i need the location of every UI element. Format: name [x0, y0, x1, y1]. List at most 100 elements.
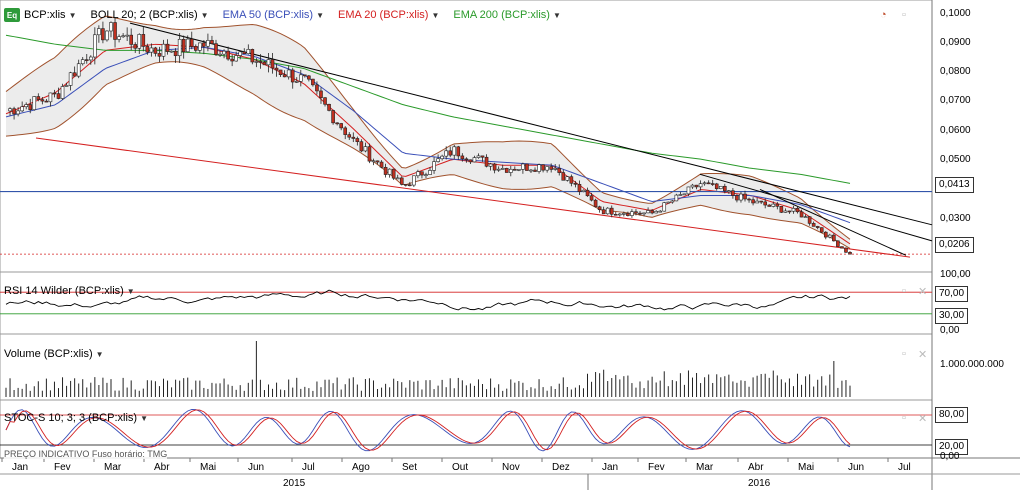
candle-body: [359, 141, 364, 152]
x-tick-label: Jan: [602, 462, 619, 473]
indicator-ema50[interactable]: EMA 50 (BCP:xlis) ▼: [223, 9, 324, 21]
maximize-icon[interactable]: ▫: [902, 348, 906, 360]
candle-body: [319, 90, 323, 98]
candle-body: [137, 34, 142, 49]
candle-body: [605, 207, 610, 215]
candle-body: [476, 155, 481, 158]
candle-body: [593, 199, 598, 208]
x-tick-label: Fev: [54, 462, 71, 473]
candle-body: [545, 166, 549, 171]
candle-body: [72, 72, 77, 77]
chevron-down-icon[interactable]: ▼: [200, 10, 209, 20]
clock-icon[interactable]: ◔: [880, 9, 887, 21]
candle-body: [153, 47, 158, 54]
candle-body: [537, 164, 541, 172]
x-tick-label: Mar: [696, 462, 714, 473]
ema20-line: [5, 43, 851, 245]
candle-body: [80, 59, 85, 65]
candle-body: [807, 216, 812, 224]
candle-body: [371, 160, 376, 163]
candle-body: [690, 184, 695, 188]
candle-body: [819, 227, 824, 233]
chevron-down-icon[interactable]: ▼: [431, 10, 440, 20]
candle-body: [185, 38, 190, 53]
maximize-icon[interactable]: ▫: [902, 285, 906, 297]
candle-body: [222, 50, 226, 55]
candle-body: [363, 146, 368, 152]
last-price-badge: 0,0206: [935, 237, 974, 253]
maximize-icon[interactable]: ▫: [902, 9, 906, 21]
x-tick-label: Mai: [200, 462, 217, 473]
candle-body: [775, 203, 780, 207]
trendline-resistance: [759, 188, 907, 256]
x-tick-label: Nov: [502, 462, 520, 473]
close-icon[interactable]: ✕: [918, 413, 928, 425]
candle-body: [48, 92, 53, 103]
candle-body: [553, 167, 558, 170]
chevron-down-icon[interactable]: ▼: [140, 413, 148, 423]
candle-body: [525, 163, 529, 171]
candle-body: [626, 213, 630, 216]
indicator-ema200[interactable]: EMA 200 (BCP:xlis) ▼: [453, 9, 561, 21]
volume-tick: 1.000.000.000: [940, 359, 1004, 370]
chevron-down-icon[interactable]: ▼: [68, 10, 77, 20]
maximize-icon[interactable]: ▫: [902, 412, 906, 424]
ema50-line: [5, 46, 851, 224]
candle-body: [718, 185, 723, 190]
candle-body: [157, 53, 162, 57]
candle-body: [76, 63, 81, 77]
candle-body: [646, 210, 650, 214]
close-icon[interactable]: ✕: [918, 286, 928, 298]
candle-body: [791, 208, 796, 212]
rsi-line: [5, 289, 851, 311]
candle-body: [823, 231, 828, 238]
candle-body: [16, 110, 20, 115]
chevron-down-icon[interactable]: ▼: [126, 286, 135, 296]
candle-body: [771, 203, 776, 207]
candle-body: [428, 170, 432, 175]
y-tick: 0,0900: [940, 37, 971, 48]
candle-body: [294, 81, 299, 83]
candle-body: [210, 40, 214, 44]
chevron-down-icon[interactable]: ▼: [552, 10, 561, 20]
close-icon[interactable]: ✕: [918, 349, 928, 361]
chevron-down-icon[interactable]: ▼: [316, 10, 324, 20]
candle-body: [549, 166, 553, 170]
year-label-2016: 2016: [748, 478, 771, 489]
y-tick: 0,0700: [940, 95, 971, 106]
symbol-selector[interactable]: Eq BCP:xlis ▼: [4, 8, 76, 22]
y-tick: 0,0600: [940, 125, 971, 136]
candle-body: [258, 61, 263, 63]
x-tick-label: Fev: [648, 462, 665, 473]
candle-body: [290, 69, 295, 83]
candle-body: [569, 176, 574, 184]
rsi-indicator[interactable]: RSI 14 Wilder (BCP:xlis) ▼: [4, 285, 135, 297]
candle-body: [650, 210, 654, 214]
indicator-ema20[interactable]: EMA 20 (BCP:xlis) ▼: [338, 9, 439, 21]
y-tick: 0,1000: [940, 8, 971, 19]
candle-body: [315, 84, 319, 92]
candle-body: [323, 97, 327, 105]
candle-body: [799, 211, 804, 218]
x-tick-label: Ago: [352, 462, 370, 473]
candle-body: [674, 194, 679, 202]
chevron-down-icon[interactable]: ▼: [95, 349, 104, 359]
candle-body: [436, 158, 440, 162]
candle-body: [844, 247, 848, 253]
candle-body: [795, 208, 800, 213]
candle-body: [513, 168, 517, 171]
stoch-indicator[interactable]: STOC-S 10; 3; 3 (BCP:xlis) ▼: [4, 412, 148, 424]
candle-body: [670, 200, 675, 203]
y-tick: 0,0500: [940, 154, 971, 165]
candle-body: [581, 189, 586, 192]
candle-body: [496, 168, 501, 171]
candle-body: [189, 38, 194, 47]
candle-body: [198, 42, 202, 51]
candle-body: [399, 177, 404, 185]
indicator-boll[interactable]: BOLL 20; 2 (BCP:xlis) ▼: [90, 9, 208, 21]
candle-body: [565, 176, 570, 181]
bollinger-lower-line: [5, 61, 851, 249]
candle-body: [97, 28, 101, 36]
volume-indicator[interactable]: Volume (BCP:xlis) ▼: [4, 348, 104, 360]
